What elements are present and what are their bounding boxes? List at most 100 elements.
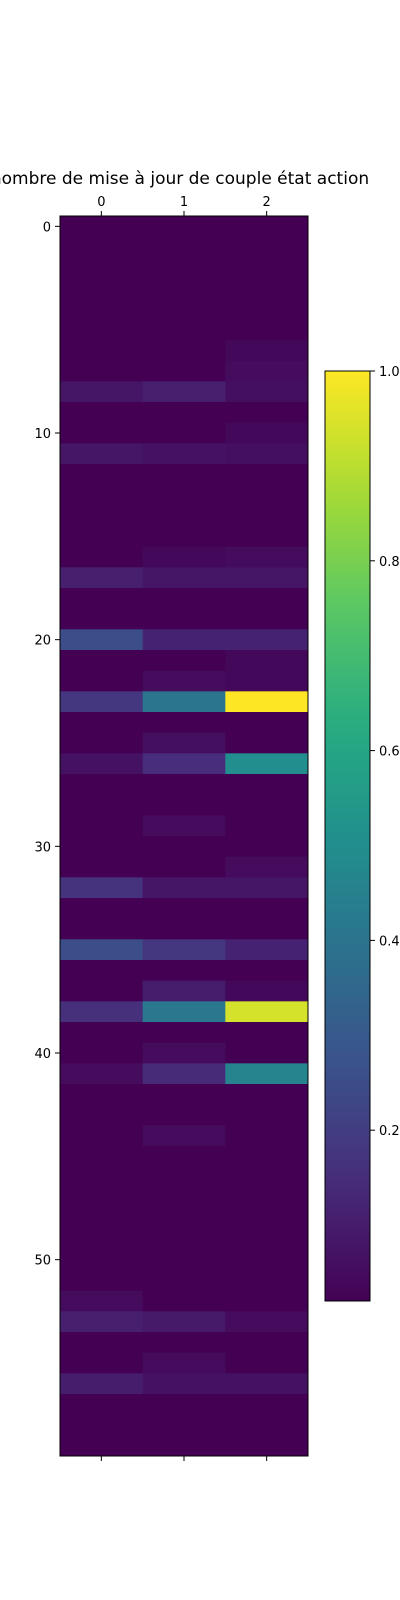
heatmap-cell xyxy=(142,732,226,754)
heatmap-cell xyxy=(225,918,309,940)
heatmap-cell xyxy=(60,505,144,527)
heatmap-cell xyxy=(60,484,144,506)
heatmap-cell xyxy=(142,1001,226,1023)
heatmap-cell xyxy=(225,1373,309,1395)
heatmap-cell xyxy=(142,1373,226,1395)
heatmap-cell xyxy=(225,939,309,961)
heatmap-cell xyxy=(142,980,226,1002)
heatmap-cell xyxy=(142,464,226,486)
heatmap-cell xyxy=(60,278,144,300)
colorbar-tick-label: 0.2 xyxy=(379,1124,400,1139)
heatmap-cell xyxy=(225,877,309,899)
heatmap-cell xyxy=(142,422,226,444)
heatmap-cell xyxy=(225,1332,309,1354)
heatmap-cell xyxy=(142,1249,226,1271)
heatmap-cell xyxy=(60,732,144,754)
heatmap-cell xyxy=(60,319,144,341)
heatmap-cell xyxy=(142,1414,226,1436)
heatmap-cell xyxy=(60,980,144,1002)
heatmap-cell xyxy=(60,1435,144,1457)
heatmap-cell xyxy=(60,588,144,610)
heatmap-cell xyxy=(60,298,144,320)
heatmap-cell xyxy=(225,278,309,300)
heatmap-cell xyxy=(142,1435,226,1457)
heatmap-cell xyxy=(60,753,144,775)
heatmap-cell xyxy=(60,1270,144,1292)
heatmap-cell xyxy=(225,257,309,279)
heatmap-cell xyxy=(142,629,226,651)
heatmap-cell xyxy=(142,898,226,920)
heatmap-cell xyxy=(60,1290,144,1312)
heatmap-cell xyxy=(60,236,144,258)
y-tick-label: 40 xyxy=(34,1047,51,1062)
heatmap-cell xyxy=(225,484,309,506)
heatmap-cell xyxy=(225,670,309,692)
heatmap-cell xyxy=(225,1001,309,1023)
heatmap-cell xyxy=(225,1352,309,1374)
heatmap-cell xyxy=(60,691,144,713)
heatmap-cell xyxy=(60,1352,144,1374)
heatmap-cell xyxy=(225,1208,309,1230)
heatmap-cell xyxy=(142,1394,226,1416)
heatmap-cell xyxy=(225,691,309,713)
x-tick-label: 1 xyxy=(180,195,188,210)
heatmap-cell xyxy=(60,794,144,816)
colorbar-tick-label: 0.6 xyxy=(379,745,400,760)
heatmap-cell xyxy=(142,340,226,362)
heatmap-cell xyxy=(60,257,144,279)
heatmap-cell xyxy=(142,588,226,610)
heatmap-cell xyxy=(225,340,309,362)
heatmap-cell xyxy=(225,1414,309,1436)
heatmap-cell xyxy=(225,588,309,610)
heatmap-cell xyxy=(60,1311,144,1333)
y-tick-label: 0 xyxy=(43,220,51,235)
colorbar xyxy=(324,370,371,1302)
heatmap-cell xyxy=(225,1394,309,1416)
chart-title: nombre de mise à jour de couple état act… xyxy=(0,169,369,189)
heatmap-cell xyxy=(225,712,309,734)
heatmap-cell xyxy=(142,1332,226,1354)
heatmap-cell xyxy=(225,1063,309,1085)
heatmap-cell xyxy=(60,1022,144,1044)
heatmap-cell xyxy=(60,381,144,403)
heatmap-cell xyxy=(142,1042,226,1064)
heatmap-cell xyxy=(60,1166,144,1188)
heatmap-cells xyxy=(60,216,309,1457)
heatmap-cell xyxy=(225,1435,309,1457)
heatmap-cell xyxy=(142,236,226,258)
heatmap-cell xyxy=(225,1125,309,1147)
heatmap-cell xyxy=(142,567,226,589)
x-axis-top: 0 1 2 xyxy=(97,195,271,216)
heatmap-cell xyxy=(60,1187,144,1209)
heatmap-cell xyxy=(225,546,309,568)
heatmap-cell xyxy=(225,629,309,651)
heatmap-cell xyxy=(142,484,226,506)
heatmap-cell xyxy=(60,1042,144,1064)
heatmap-cell xyxy=(225,1022,309,1044)
heatmap-cell xyxy=(225,443,309,465)
heatmap-cell xyxy=(225,1228,309,1250)
heatmap-cell xyxy=(225,422,309,444)
heatmap-cell xyxy=(142,1311,226,1333)
heatmap-cell xyxy=(60,340,144,362)
heatmap-cell xyxy=(60,712,144,734)
heatmap-cell xyxy=(225,732,309,754)
heatmap-cell xyxy=(142,1125,226,1147)
heatmap-cell xyxy=(142,774,226,796)
heatmap-cell xyxy=(225,402,309,424)
heatmap-cell xyxy=(142,1084,226,1106)
heatmap-cell xyxy=(60,836,144,858)
heatmap-cell xyxy=(60,422,144,444)
heatmap-cell xyxy=(142,1146,226,1168)
heatmap-cell xyxy=(60,856,144,878)
heatmap-cell xyxy=(225,505,309,527)
heatmap-cell xyxy=(225,567,309,589)
heatmap-cell xyxy=(142,670,226,692)
heatmap-cell xyxy=(60,402,144,424)
heatmap-cell xyxy=(142,278,226,300)
y-tick-label: 10 xyxy=(34,427,51,442)
heatmap-cell xyxy=(225,360,309,382)
heatmap-cell xyxy=(60,1394,144,1416)
heatmap-cell xyxy=(60,1084,144,1106)
heatmap-cell xyxy=(225,794,309,816)
